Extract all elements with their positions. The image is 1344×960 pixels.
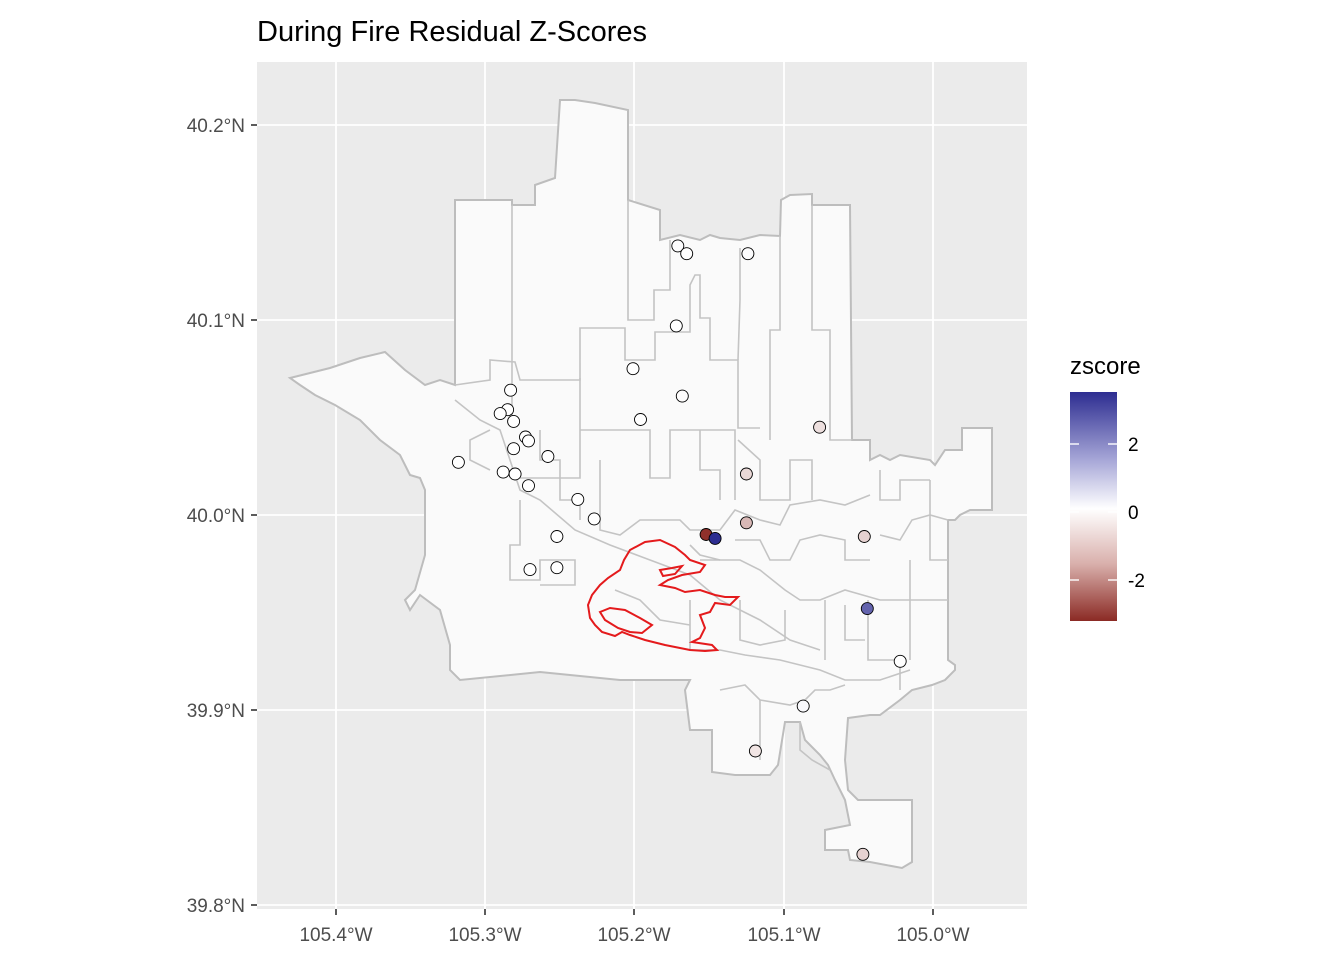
x-tick-label: 105.4°W	[299, 925, 372, 946]
y-tick-label: 40.1°N	[187, 311, 245, 332]
legend: zscore 2 0 -2	[1070, 353, 1145, 621]
y-tick-label: 39.8°N	[187, 896, 245, 917]
station-point	[856, 847, 870, 861]
x-tick-label: 105.2°W	[597, 925, 670, 946]
station-point	[522, 479, 535, 493]
station-point	[496, 465, 510, 479]
station-point	[550, 530, 564, 543]
x-axis: 105.4°W 105.3°W 105.2°W 105.1°W 105.0°W	[299, 909, 970, 946]
station-point	[634, 413, 647, 426]
station-point	[571, 492, 585, 506]
station-point	[739, 467, 753, 481]
station-point	[508, 467, 522, 481]
station-point	[669, 319, 683, 333]
station-point	[748, 744, 762, 758]
station-point	[813, 420, 827, 434]
x-tick-label: 105.0°W	[896, 925, 969, 946]
station-point	[507, 442, 521, 456]
y-tick-label: 39.9°N	[187, 701, 245, 722]
station-point	[860, 602, 874, 616]
station-point	[504, 383, 518, 397]
station-point	[541, 450, 555, 463]
station-point	[587, 512, 601, 526]
fire-perimeter	[586, 538, 741, 653]
station-point	[675, 389, 689, 403]
station-point	[893, 654, 907, 668]
legend-title: zscore	[1070, 353, 1141, 380]
legend-label: 2	[1128, 435, 1139, 456]
station-point	[522, 434, 535, 448]
station-point	[708, 531, 722, 545]
x-tick-label: 105.1°W	[747, 925, 820, 946]
y-axis: 40.2°N 40.1°N 40.0°N 39.9°N 39.8°N	[187, 116, 257, 917]
y-tick-label: 40.2°N	[187, 116, 245, 137]
legend-label: -2	[1128, 571, 1145, 592]
station-point	[523, 563, 537, 577]
station-point	[671, 239, 685, 253]
station-point	[680, 247, 694, 261]
station-point	[451, 455, 465, 469]
legend-colorbar	[1070, 392, 1117, 621]
station-point	[857, 530, 871, 543]
station-point	[796, 699, 810, 713]
station-point	[550, 561, 564, 575]
plot-title: During Fire Residual Z-Scores	[257, 16, 647, 48]
station-point	[507, 414, 521, 428]
x-tick-label: 105.3°W	[448, 925, 521, 946]
station-point	[741, 247, 755, 261]
station-point	[739, 516, 753, 530]
y-tick-label: 40.0°N	[187, 506, 245, 527]
station-point	[626, 362, 640, 376]
points-layer	[451, 239, 907, 861]
legend-label: 0	[1128, 503, 1139, 524]
station-point	[493, 407, 507, 421]
